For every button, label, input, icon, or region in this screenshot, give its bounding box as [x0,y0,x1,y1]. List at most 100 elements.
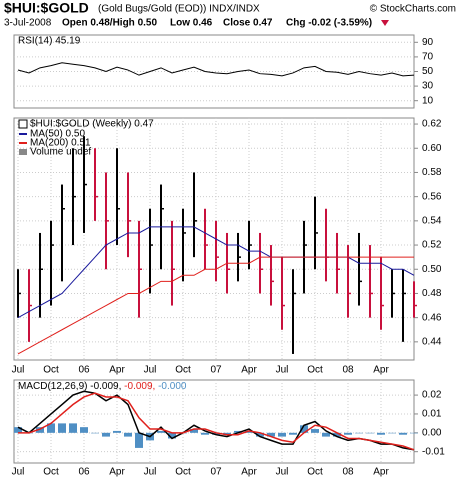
histogram-bar [58,423,66,433]
histogram-bar [168,432,176,439]
x-tick-label: Oct [43,467,59,478]
y-tick-label: 0.50 [422,264,442,275]
y-tick-label: 0.62 [422,119,442,130]
histogram-bar [300,425,308,433]
description: (Gold Bugs/Gold (EOD)) INDX/INDX [98,4,260,15]
series-line [18,392,415,451]
histogram-bar [102,432,110,437]
histogram-bar [388,432,396,434]
histogram-bar [223,432,231,435]
x-tick-label: Oct [307,365,323,376]
legend-swatch [18,119,28,129]
x-tick-label: Apr [241,365,257,376]
histogram-bar [190,429,198,433]
y-tick-label: 0.46 [422,312,442,323]
histogram-bar [399,432,407,435]
histogram-bar [69,423,77,433]
x-tick-label: Oct [307,467,323,478]
histogram-bar [344,432,352,435]
legend-entry: -0.000 [158,381,187,392]
y-tick-label: 90 [422,37,434,48]
x-tick-label: Apr [373,467,389,478]
low: Low 0.46 [170,18,213,29]
histogram-bar [333,432,341,437]
source: © StockCharts.com [370,4,456,15]
x-tick-label: Apr [109,467,125,478]
histogram-bar [113,430,121,433]
legend-entry: RSI(14) 45.19 [18,36,81,47]
x-tick-label: Jul [12,467,25,478]
histogram-bar [355,432,363,434]
x-tick-label: 08 [342,365,354,376]
histogram-bar [47,423,55,433]
histogram-bar [256,432,264,437]
open-high: Open 0.48/High 0.50 [62,18,157,29]
change: Chg -0.02 (-3.59%) [286,18,372,29]
histogram-bar [201,432,209,435]
histogram-bar [157,430,165,433]
x-tick-label: Jul [276,467,289,478]
legend-entry: $HUI:$GOLD (Weekly) 0.47 [30,119,154,130]
x-tick-label: 08 [342,467,354,478]
x-tick-label: 07 [210,467,222,478]
histogram-bar [289,432,297,435]
legend-entry: MA(200) 0.51 [30,138,91,149]
legend-entry: MACD(12,26,9) -0.009, [18,381,121,392]
histogram-bar [91,432,99,434]
date: 3-Jul-2008 [4,18,52,29]
y-tick-label: 70 [422,52,434,63]
histogram-bar [36,427,44,433]
y-tick-label: -0.01 [422,446,445,457]
series-line [17,62,415,77]
x-tick-label: Jul [144,365,157,376]
histogram-bar [135,432,143,448]
y-tick-label: 0.52 [422,240,442,251]
histogram-bar [410,432,418,434]
y-tick-label: 50 [422,66,434,77]
y-tick-label: 0.56 [422,191,442,202]
y-tick-label: 0.01 [422,409,442,420]
histogram-bar [80,427,88,433]
down-arrow [381,20,389,26]
x-tick-label: 06 [78,365,90,376]
histogram-bar [212,432,220,435]
y-tick-label: 0.02 [422,390,442,401]
histogram-bar [311,429,319,433]
legend-entry: Volume undef [30,147,91,158]
y-tick-label: 0.44 [422,336,442,347]
x-tick-label: Jul [276,365,289,376]
close: Close 0.47 [223,18,273,29]
histogram-bar [322,432,330,437]
x-tick-label: Oct [43,365,59,376]
histogram-bar [245,430,253,433]
histogram-bar [14,427,22,433]
histogram-bar [366,432,374,434]
histogram-bar [234,430,242,433]
x-tick-label: Apr [241,467,257,478]
symbol: $HUI:$GOLD [4,0,89,16]
y-tick-label: 10 [422,95,434,106]
x-tick-label: Apr [109,365,125,376]
histogram-bar [278,432,286,437]
y-tick-label: 0.60 [422,143,442,154]
legend-swatch [19,149,27,155]
legend: MACD(12,26,9) -0.009, -0.009, -0.000 [18,381,187,392]
y-tick-label: 30 [422,81,434,92]
panel-frame [13,379,415,464]
x-tick-label: 07 [210,365,222,376]
x-tick-label: Oct [175,467,191,478]
x-tick-label: Apr [373,365,389,376]
x-tick-label: Oct [175,365,191,376]
histogram-bar [124,432,132,437]
y-tick-label: 0.58 [422,167,442,178]
series-line [17,390,415,451]
histogram-bar [377,432,385,435]
y-tick-label: 0.54 [422,215,442,226]
y-tick-label: 0.48 [422,288,442,299]
histogram-bar [267,432,275,437]
x-tick-label: 06 [78,467,90,478]
x-tick-label: Jul [12,365,25,376]
legend-entry: -0.009, [124,381,155,392]
series-line [17,256,414,355]
